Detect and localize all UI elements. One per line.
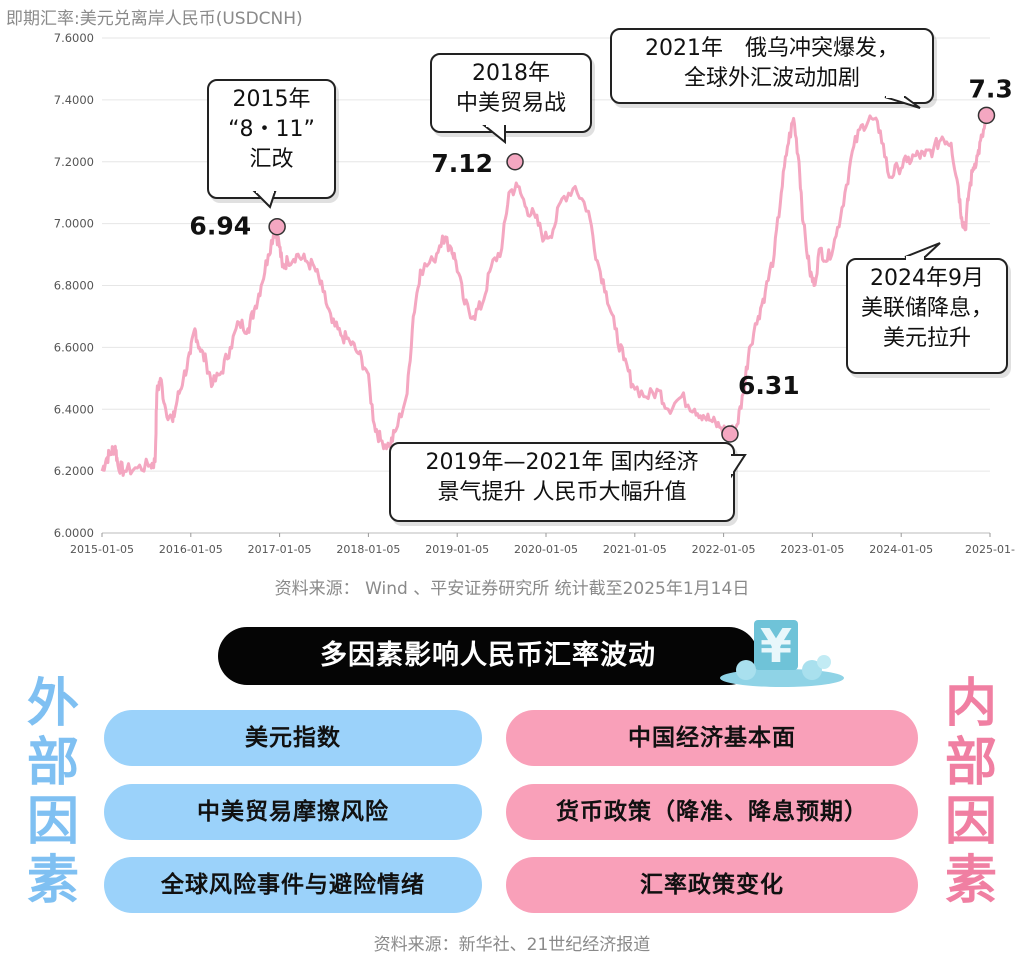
- callout-line: 汇改: [249, 147, 294, 172]
- svg-text:¥: ¥: [760, 619, 792, 673]
- y-tick-label: 6.8000: [54, 279, 94, 293]
- callout-2024-fed-cut: 2024年9月 美联储降息， 美元拉升: [846, 258, 1008, 374]
- highlight-markers: 6.94 7.12 6.31 7.3: [189, 74, 1013, 443]
- callout-line: 2019年—2021年 国内经济: [425, 450, 699, 475]
- external-factor-pill: 全球风险事件与避险情绪: [104, 857, 482, 913]
- callout-line: 2018年: [472, 61, 550, 86]
- plot-area: [100, 113, 991, 477]
- factors-banner: 多因素影响人民币汇率波动: [218, 627, 758, 685]
- external-factor-pill: 中美贸易摩擦风险: [104, 784, 482, 840]
- external-factor-pill: 美元指数: [104, 710, 482, 766]
- chart-title: 即期汇率:美元兑离岸人民币(USDCNH): [6, 9, 303, 29]
- callout-line: 2021年 俄乌冲突爆发，: [645, 36, 899, 61]
- x-tick-label: 2022-01-05: [692, 543, 756, 556]
- callout-line: “8・11”: [228, 117, 315, 142]
- highlight-marker: [977, 106, 996, 125]
- y-tick-label: 7.6000: [54, 31, 94, 45]
- x-tick-label: 2017-01-05: [248, 543, 312, 556]
- callout-2021-conflict: 2021年 俄乌冲突爆发， 全球外汇波动加剧: [610, 28, 934, 104]
- callout-line: 美联储降息，: [860, 296, 993, 321]
- tail-2024: [904, 242, 941, 258]
- highlight-marker: [268, 217, 286, 236]
- series-line: [100, 113, 991, 477]
- callout-2015-reform: 2015年 “8・11” 汇改: [207, 79, 336, 199]
- factors-source: 资料来源：新华社、21世纪经济报道: [373, 935, 651, 955]
- internal-factor-pill: 汇率政策变化: [506, 857, 918, 913]
- y-tick-label: 6.0000: [54, 526, 94, 540]
- callout-tails: [252, 94, 941, 479]
- x-tick-label: 2021-01-05: [603, 543, 667, 556]
- highlight-marker: [506, 153, 524, 171]
- chart-source: 资料来源： Wind 、平安证券研究所 统计截至2025年1月14日: [274, 579, 750, 599]
- x-tick-label: 2020-01-05: [514, 543, 578, 556]
- x-tick-label: 2024-01-05: [869, 543, 933, 556]
- callout-2019-2021-appreciation: 2019年—2021年 国内经济 景气提升 人民币大幅升值: [389, 442, 735, 522]
- tail-2018: [482, 125, 506, 145]
- x-tick-label: 2018-01-05: [336, 543, 400, 556]
- highlight-label: 7.12: [431, 149, 493, 178]
- callout-2018-trade-war: 2018年 中美贸易战: [430, 53, 592, 133]
- highlight-label: 6.31: [738, 371, 800, 400]
- y-tick-label: 6.4000: [54, 402, 94, 416]
- highlight-label: 6.94: [189, 212, 251, 241]
- x-tick-label: 2016-01-05: [159, 543, 223, 556]
- line-chart: 7.6000 7.4000 7.2000 7.0000 6.8000 6.6000 6.40…: [54, 31, 1015, 556]
- y-axis-ticks: 7.6000 7.4000 7.2000 7.0000 6.8000 6.6000 6.40…: [54, 31, 94, 540]
- highlight-label: 7.3: [968, 74, 1012, 103]
- x-tick-label: 2025-01-: [965, 543, 1015, 556]
- y-tick-label: 7.4000: [54, 93, 94, 107]
- x-tick-label: 2015-01-05: [70, 543, 134, 556]
- external-factors-title: 外部因素: [26, 674, 79, 911]
- tail-2019: [731, 454, 747, 479]
- yen-coins-icon: ¥: [720, 619, 844, 687]
- internal-factors-title: 内部因素: [944, 674, 997, 911]
- x-axis-ticks: 2015-01-05 2016-01-05 2017-01-05 2018-01-05…: [70, 533, 1015, 556]
- highlight-marker: [721, 425, 739, 443]
- y-tick-label: 7.2000: [54, 155, 94, 169]
- internal-factor-pill: 货币政策（降准、降息预期）: [506, 784, 918, 840]
- y-tick-label: 7.0000: [54, 217, 94, 231]
- y-tick-label: 6.6000: [54, 340, 94, 354]
- y-tick-label: 6.2000: [54, 464, 94, 478]
- callout-line: 美元拉升: [882, 326, 971, 351]
- callout-line: 2024年9月: [870, 266, 984, 291]
- callout-line: 中美贸易战: [455, 91, 566, 116]
- tail-2021: [884, 96, 921, 109]
- internal-factor-pill: 中国经济基本面: [506, 710, 918, 766]
- x-tick-label: 2019-01-05: [425, 543, 489, 556]
- callout-line: 2015年: [232, 87, 311, 112]
- callout-line: 景气提升 人民币大幅升值: [437, 480, 687, 505]
- x-tick-label: 2023-01-05: [780, 543, 844, 556]
- callout-line: 全球外汇波动加剧: [683, 66, 860, 91]
- tail-2015: [252, 191, 277, 209]
